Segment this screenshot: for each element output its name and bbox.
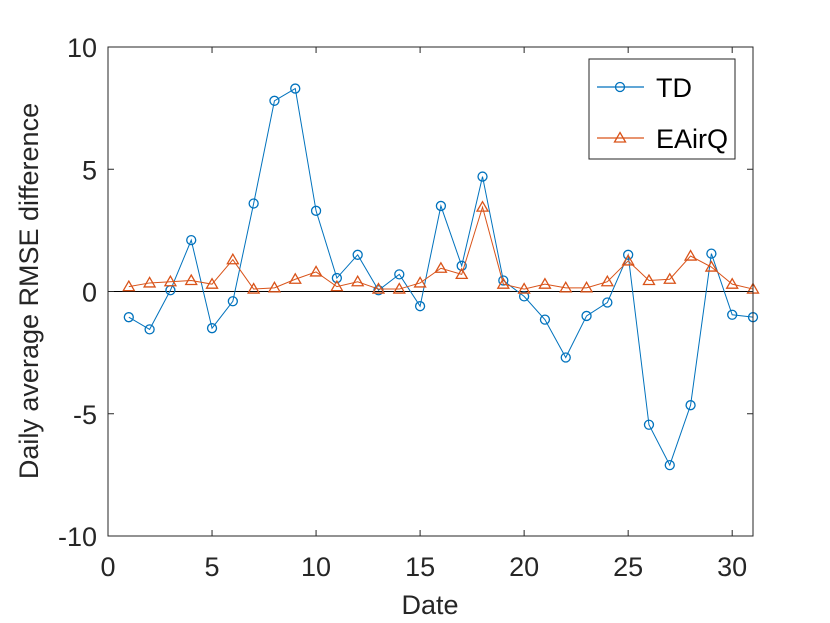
series-td-point (727, 309, 738, 320)
series-eairq-point (642, 273, 656, 286)
series-td-point (706, 248, 717, 259)
series-td-point (685, 400, 696, 411)
series-eairq-point (351, 274, 365, 287)
series-td-point (414, 301, 426, 312)
series-td-point (539, 314, 551, 325)
series-td-point (435, 200, 447, 212)
series-eairq-point (267, 281, 282, 293)
series-td-point (664, 459, 675, 471)
y-tick-label: 10 (67, 33, 97, 63)
x-tick-label: 30 (717, 552, 747, 582)
series-eairq-point (413, 276, 427, 288)
legend-box (588, 58, 736, 160)
series-td-point (643, 419, 655, 430)
series-eairq-point (475, 200, 490, 212)
series-td-point (290, 83, 301, 94)
series-eairq-point (309, 265, 323, 277)
series-eairq-line (128, 205, 754, 290)
series-eairq (122, 200, 760, 294)
series-eairq-point (663, 272, 677, 284)
series-td-point (518, 291, 530, 302)
series-td-point (206, 323, 218, 334)
legend-td-label: TD (656, 73, 692, 103)
series-td-point (581, 310, 592, 322)
x-tick-label: 15 (405, 552, 435, 582)
series-td-point (269, 95, 280, 106)
x-tick-label: 10 (301, 552, 331, 582)
series-td-point (477, 171, 488, 182)
y-axis-label: Daily average RMSE difference (14, 103, 44, 479)
series-eairq-point (330, 279, 344, 292)
series-eairq-point (205, 277, 219, 289)
series-eairq-point (683, 249, 698, 261)
series-eairq-point (247, 282, 261, 294)
y-tick-label: -5 (73, 400, 97, 430)
legend-td-marker (614, 81, 626, 93)
series-eairq-point (600, 274, 614, 287)
x-tick-label: 5 (205, 552, 220, 582)
series-eairq-point (559, 281, 573, 293)
series-eairq-point (538, 277, 552, 289)
series-eairq-point (371, 282, 386, 294)
series-eairq-point (288, 272, 302, 284)
series-eairq-point (184, 273, 198, 286)
series-td-point (560, 352, 571, 363)
series-eairq-point (704, 260, 719, 272)
x-tick-label: 20 (509, 552, 539, 582)
series-td-point (394, 269, 405, 280)
series-td-point (331, 272, 343, 284)
legend-eairq-marker (613, 131, 627, 143)
series-td-point (602, 297, 613, 308)
series-td-point (186, 235, 197, 246)
series-td-point (227, 296, 238, 307)
series-eairq-point (392, 282, 406, 294)
series-eairq-point (163, 274, 178, 287)
series-td-point (352, 249, 363, 260)
x-tick-label: 25 (613, 552, 643, 582)
x-tick-label: 0 (100, 552, 115, 582)
series-td-point (456, 260, 467, 271)
series-eairq-point (122, 279, 136, 292)
series-eairq-point (621, 254, 635, 266)
series-td-line (128, 87, 754, 467)
series-eairq-point (434, 261, 448, 273)
series-eairq-point (455, 267, 469, 280)
series-eairq-point (517, 282, 531, 294)
series-td-point (498, 275, 509, 286)
series-td-point (310, 205, 322, 216)
legend-eairq-label: EAirQ (656, 124, 728, 154)
series-td-point (623, 249, 634, 260)
series-td-point (248, 198, 259, 209)
legend: TD EAirQ (588, 58, 736, 160)
series-td-point (123, 312, 134, 323)
series-eairq-point (579, 281, 594, 293)
series-td-point (144, 324, 155, 335)
y-tick-label: -10 (58, 522, 97, 552)
series-eairq-point (496, 277, 510, 289)
y-tick-label: 5 (82, 155, 97, 185)
x-axis-label: Date (401, 590, 458, 620)
series-eairq-point (725, 277, 739, 289)
y-tick-label: 0 (82, 278, 97, 308)
series-eairq-point (142, 276, 157, 288)
series-eairq-point (226, 252, 240, 265)
